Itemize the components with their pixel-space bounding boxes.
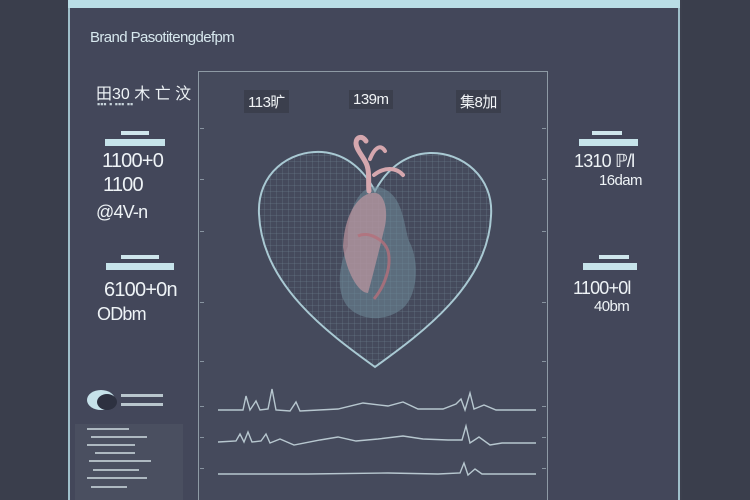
monitor-label-2: 139m bbox=[349, 90, 393, 109]
window-top-bar bbox=[68, 0, 680, 8]
right-block2-bar bbox=[583, 263, 637, 270]
ecg-waveforms bbox=[217, 388, 536, 477]
right-block1-value-a: 1310 ℙ/l bbox=[574, 151, 635, 171]
axis-ticks-right bbox=[542, 128, 546, 469]
legend-line-2 bbox=[121, 403, 163, 406]
right-block1-value-b: 16dam bbox=[599, 172, 642, 189]
right-block2-caption bbox=[599, 255, 629, 259]
left-block1-value-b: 1100 bbox=[103, 174, 144, 196]
left-block2-bar bbox=[106, 263, 174, 270]
footer-panel bbox=[75, 424, 183, 500]
monitor-label-3: 集8加 bbox=[456, 90, 501, 113]
left-block1-bar bbox=[105, 139, 165, 146]
left-block1-caption bbox=[121, 131, 149, 135]
app-title: Brand Pasotitengdefpm bbox=[90, 29, 235, 46]
left-block1-value-a: 1100+0 bbox=[102, 150, 164, 172]
legend-line-1 bbox=[121, 394, 163, 397]
anatomical-heart bbox=[339, 134, 416, 319]
left-block1-value-c: @4V-n bbox=[96, 202, 148, 222]
footer-line bbox=[95, 452, 135, 454]
right-block1-caption bbox=[592, 131, 622, 135]
axis-ticks-left bbox=[200, 128, 204, 469]
left-block2-value-a: 6100+0n bbox=[104, 279, 178, 301]
heart-illustration bbox=[200, 128, 546, 477]
footer-line bbox=[87, 444, 135, 446]
footer-line bbox=[87, 477, 147, 479]
left-panel-header: 田30 木 亡 汶 bbox=[96, 86, 192, 103]
monitor-label-1: 113旷 bbox=[244, 90, 289, 113]
footer-line bbox=[93, 469, 139, 471]
bubble-shadow bbox=[97, 394, 117, 410]
left-margin bbox=[0, 0, 68, 500]
left-block2-caption bbox=[121, 255, 159, 259]
right-block2-value-b: 40bm bbox=[594, 298, 630, 315]
left-panel-subheader: ▪▪▪ ▪ ▪▪▪ ▪▪ bbox=[97, 99, 134, 109]
right-block2-value-a: 1100+0l bbox=[573, 278, 631, 298]
left-block2-value-b: ODbm bbox=[97, 304, 147, 324]
footer-line bbox=[91, 436, 147, 438]
footer-line bbox=[91, 486, 127, 488]
footer-line bbox=[89, 460, 151, 462]
right-block1-bar bbox=[579, 139, 638, 146]
right-margin bbox=[682, 0, 750, 500]
footer-line bbox=[87, 428, 129, 430]
